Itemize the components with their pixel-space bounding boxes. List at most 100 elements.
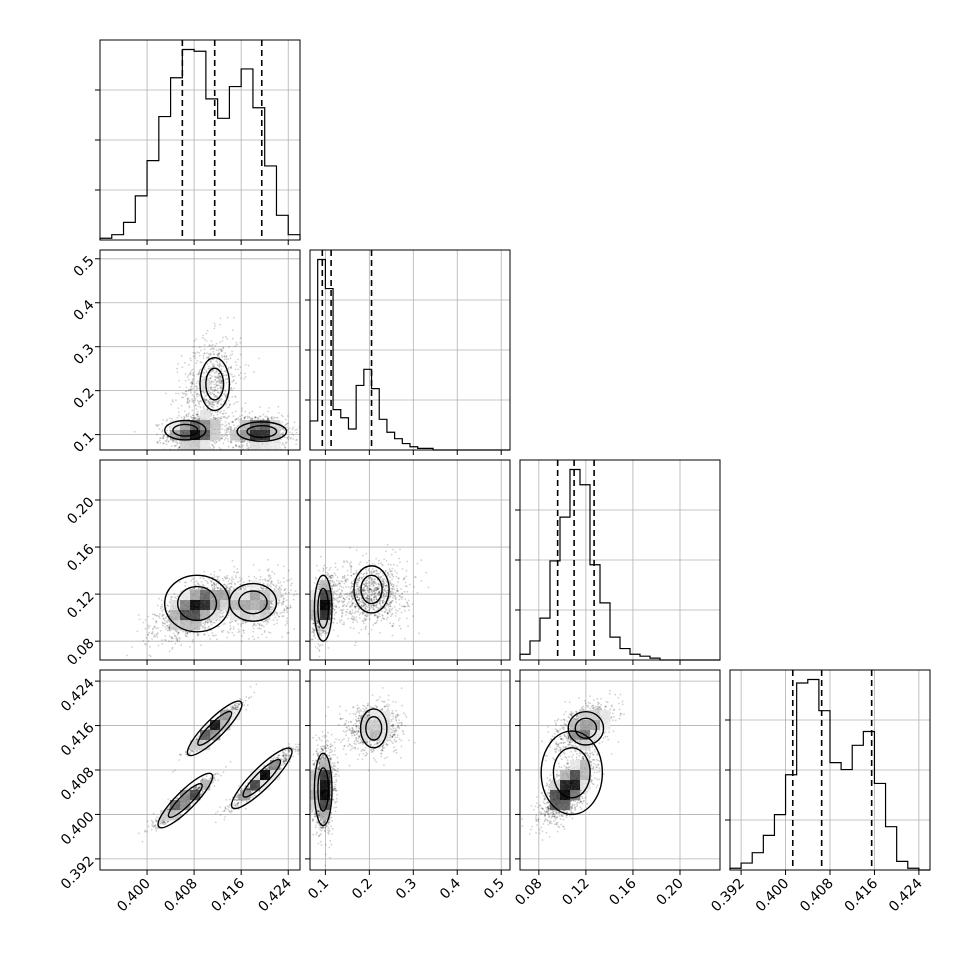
scatter-point <box>155 621 158 624</box>
scatter-point <box>159 613 161 615</box>
scatter-point <box>215 441 218 444</box>
scatter-point <box>242 622 245 625</box>
scatter-point <box>221 340 224 342</box>
scatter-point <box>209 391 212 394</box>
scatter-point <box>234 410 237 413</box>
scatter-point <box>210 340 213 342</box>
scatter-point <box>204 621 207 624</box>
scatter-point <box>209 620 212 623</box>
scatter-point <box>175 440 177 443</box>
scatter-point <box>165 628 168 631</box>
scatter-point <box>192 587 195 590</box>
scatter-point <box>204 621 207 623</box>
scatter-point <box>170 637 173 640</box>
scatter-point <box>222 372 224 375</box>
scatter-point <box>191 409 194 412</box>
scatter-point <box>284 588 287 590</box>
scatter-point <box>226 586 228 588</box>
scatter-point <box>219 399 222 401</box>
scatter-point <box>238 419 240 422</box>
scatter-point <box>251 417 254 420</box>
scatter-point <box>155 620 158 623</box>
scatter-point <box>193 578 195 580</box>
scatter-point <box>168 627 171 630</box>
scatter-point <box>157 442 160 444</box>
scatter-point <box>284 424 286 427</box>
scatter-point <box>218 579 221 582</box>
scatter-point <box>218 362 221 365</box>
scatter-point <box>237 417 240 419</box>
scatter-point <box>212 582 215 585</box>
scatter-point <box>218 374 221 377</box>
scatter-point <box>230 367 233 369</box>
scatter-point <box>245 444 248 446</box>
scatter-point <box>227 427 230 429</box>
scatter-point <box>212 414 215 417</box>
scatter-point <box>213 583 216 586</box>
scatter-point <box>233 427 236 429</box>
scatter-point <box>210 405 213 408</box>
scatter-point <box>223 400 226 402</box>
scatter-point <box>224 390 227 392</box>
scatter-point <box>210 381 212 384</box>
scatter-point <box>177 407 180 409</box>
panel-frame <box>99 249 301 451</box>
scatter-point <box>187 398 189 401</box>
scatter-point <box>258 415 261 418</box>
contour-inner <box>205 367 225 401</box>
scatter-point <box>196 413 199 416</box>
scatter-point <box>237 588 240 591</box>
scatter-point <box>180 405 183 407</box>
scatter-point <box>209 377 212 380</box>
scatter-point <box>189 372 191 375</box>
scatter-point <box>186 399 189 402</box>
scatter-point <box>226 574 229 577</box>
scatter-point <box>221 630 223 633</box>
scatter-point <box>174 642 177 645</box>
scatter-point <box>273 584 275 587</box>
scatter-point <box>168 628 171 631</box>
scatter-point <box>230 366 232 369</box>
scatter-point <box>220 350 223 352</box>
scatter-point <box>214 417 216 420</box>
scatter-point <box>230 428 233 431</box>
scatter-point <box>230 365 233 368</box>
scatter-point <box>214 344 217 347</box>
scatter-point <box>257 622 259 625</box>
scatter-point <box>283 581 285 583</box>
scatter-point <box>177 362 180 365</box>
scatter-point <box>212 353 215 356</box>
scatter-point <box>269 632 272 634</box>
scatter-point <box>207 355 210 358</box>
scatter-point <box>270 580 273 583</box>
scatter-point <box>213 383 216 386</box>
scatter-point <box>251 635 254 638</box>
scatter-point <box>214 386 216 389</box>
scatter-point <box>162 437 165 439</box>
scatter-point <box>170 470 172 472</box>
scatter-point <box>253 638 256 641</box>
scatter-point <box>208 578 210 580</box>
scatter-point <box>248 638 250 640</box>
scatter-point <box>267 569 270 572</box>
scatter-point <box>235 382 237 385</box>
scatter-point <box>225 437 227 439</box>
scatter-point <box>222 365 225 368</box>
scatter-point <box>145 637 148 639</box>
scatter-point <box>197 380 200 383</box>
scatter-point <box>217 355 220 357</box>
scatter-point <box>250 452 252 454</box>
scatter-point <box>212 417 215 419</box>
scatter-point <box>226 316 229 319</box>
scatter-point <box>155 627 158 630</box>
scatter-point <box>190 373 192 376</box>
scatter-point <box>186 632 189 635</box>
scatter-point <box>244 621 247 624</box>
scatter-point <box>206 580 209 583</box>
scatter-point <box>285 605 287 608</box>
scatter-point <box>290 589 292 591</box>
scatter-point <box>224 352 227 355</box>
scatter-point <box>153 625 156 628</box>
scatter-point <box>206 401 209 404</box>
scatter-point <box>226 636 229 639</box>
